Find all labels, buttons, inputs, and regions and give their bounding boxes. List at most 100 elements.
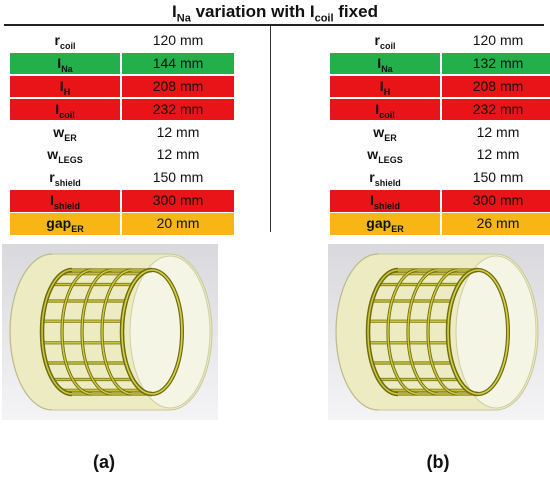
- param-label: Icoil: [330, 98, 440, 121]
- param-label-sub: ER: [384, 132, 397, 143]
- param-label-sub: shield: [374, 178, 401, 189]
- param-label-main: w: [53, 123, 65, 140]
- param-row: gapER 26 mm: [330, 213, 550, 236]
- coil-ring-highlight: [41, 269, 73, 395]
- coil-ring-highlight: [61, 269, 93, 395]
- param-value: 150 mm: [152, 169, 204, 186]
- title-middle-sub: coil: [314, 12, 334, 25]
- param-label: Icoil: [10, 98, 120, 121]
- param-label-main: I: [59, 77, 64, 94]
- param-label-main: r: [369, 169, 375, 186]
- param-value: 300 mm: [122, 190, 234, 212]
- coil-front-ring-highlight: [121, 269, 183, 395]
- param-row: wLEGS 12 mm: [330, 144, 550, 167]
- param-value: 12 mm: [476, 123, 520, 140]
- title-prefix-sub: Na: [176, 12, 191, 25]
- param-label: gapER: [330, 213, 440, 235]
- param-row: INa 132 mm: [330, 52, 550, 76]
- param-label: rshield: [10, 167, 120, 189]
- coil-ring-highlight: [367, 269, 399, 395]
- param-label-sub: ER: [391, 223, 404, 234]
- param-value: 12 mm: [476, 146, 520, 163]
- param-label-sub: Na: [381, 63, 393, 74]
- param-value: 208 mm: [442, 75, 550, 98]
- param-label: rcoil: [330, 30, 440, 52]
- param-label: wLEGS: [10, 144, 120, 166]
- param-label: rshield: [330, 167, 440, 189]
- shield-bore: [455, 255, 537, 409]
- param-row: wER 12 mm: [10, 122, 232, 145]
- param-label: wER: [10, 122, 120, 144]
- coil-ring-highlight: [427, 269, 459, 395]
- parameter-table-b: rcoil 120 mm INa 132 mm IH 208 mm Icoil 232 mm w…: [330, 30, 550, 236]
- title-underline: [4, 24, 544, 26]
- param-row: gapER 20 mm: [10, 213, 234, 236]
- coil-ring-highlight: [81, 269, 113, 395]
- param-label-main: gap: [366, 215, 392, 232]
- param-row: rshield 150 mm: [330, 167, 550, 190]
- coil-image-a: [2, 244, 218, 420]
- title-suffix: fixed: [333, 2, 378, 21]
- caption-b: (b): [426, 452, 450, 472]
- param-label-sub: coil: [379, 109, 395, 120]
- param-value: 144 mm: [122, 52, 234, 75]
- parameter-table-a: rcoil 120 mm INa 144 mm IH 208 mm Icoil 232 mm w…: [10, 30, 234, 236]
- param-row: Ishield 300 mm: [10, 190, 234, 213]
- param-label-main: r: [374, 32, 380, 48]
- param-value: 232 mm: [122, 98, 234, 121]
- figure-title: INa variation with Icoil fixed: [0, 2, 550, 24]
- param-label-sub: coil: [59, 109, 75, 120]
- coil-render-a: [2, 244, 218, 420]
- param-value: 20 mm: [122, 213, 234, 235]
- param-label-main: w: [367, 146, 379, 163]
- coil-ring-highlight: [387, 269, 419, 395]
- param-row: INa 144 mm: [10, 52, 234, 76]
- param-row: wLEGS 12 mm: [10, 144, 232, 167]
- param-label-sub: H: [383, 86, 391, 97]
- title-prefix: I: [172, 2, 177, 21]
- coil-front-ring-highlight: [447, 269, 509, 395]
- param-label-main: I: [57, 54, 62, 71]
- param-row: wER 12 mm: [330, 122, 550, 145]
- param-value: 120 mm: [152, 32, 204, 48]
- param-label: wER: [330, 122, 440, 144]
- param-value: 132 mm: [442, 52, 550, 75]
- param-row: rcoil 120 mm: [330, 30, 550, 53]
- param-label: INa: [10, 52, 120, 75]
- param-row: Icoil 232 mm: [330, 98, 550, 122]
- param-row: Icoil 232 mm: [10, 98, 234, 122]
- param-label-sub: shield: [53, 201, 80, 212]
- param-label: INa: [330, 52, 440, 75]
- param-label-sub: LEGS: [58, 155, 83, 166]
- param-label-main: gap: [46, 215, 72, 232]
- param-label: IH: [330, 75, 440, 98]
- coil-render-b: [328, 244, 544, 420]
- param-value: 120 mm: [472, 32, 524, 48]
- param-value: 26 mm: [442, 213, 550, 235]
- param-value: 150 mm: [472, 169, 524, 186]
- param-row: rcoil 120 mm: [10, 30, 232, 53]
- param-label-sub: ER: [64, 132, 77, 143]
- param-label-sub: shield: [373, 201, 400, 212]
- param-label-main: r: [49, 169, 55, 186]
- param-label-main: I: [375, 100, 380, 117]
- param-label: rcoil: [10, 30, 120, 52]
- shield-bore: [129, 255, 211, 409]
- param-label: IH: [10, 75, 120, 98]
- param-value: 300 mm: [442, 190, 550, 212]
- param-label-sub: H: [63, 86, 71, 97]
- param-row: IH 208 mm: [10, 75, 234, 99]
- param-label-main: r: [54, 32, 60, 48]
- param-label: Ishield: [10, 190, 120, 212]
- shield-edge: [335, 253, 379, 411]
- param-value: 12 mm: [156, 123, 200, 140]
- param-label-sub: ER: [71, 223, 84, 234]
- param-label-main: I: [55, 100, 60, 117]
- param-value: 208 mm: [122, 75, 234, 98]
- param-value: 12 mm: [156, 146, 200, 163]
- param-label-sub: coil: [379, 40, 396, 51]
- param-label: Ishield: [330, 190, 440, 212]
- param-label-main: I: [377, 54, 382, 71]
- param-label-main: w: [47, 146, 59, 163]
- coil-image-b: [328, 244, 544, 420]
